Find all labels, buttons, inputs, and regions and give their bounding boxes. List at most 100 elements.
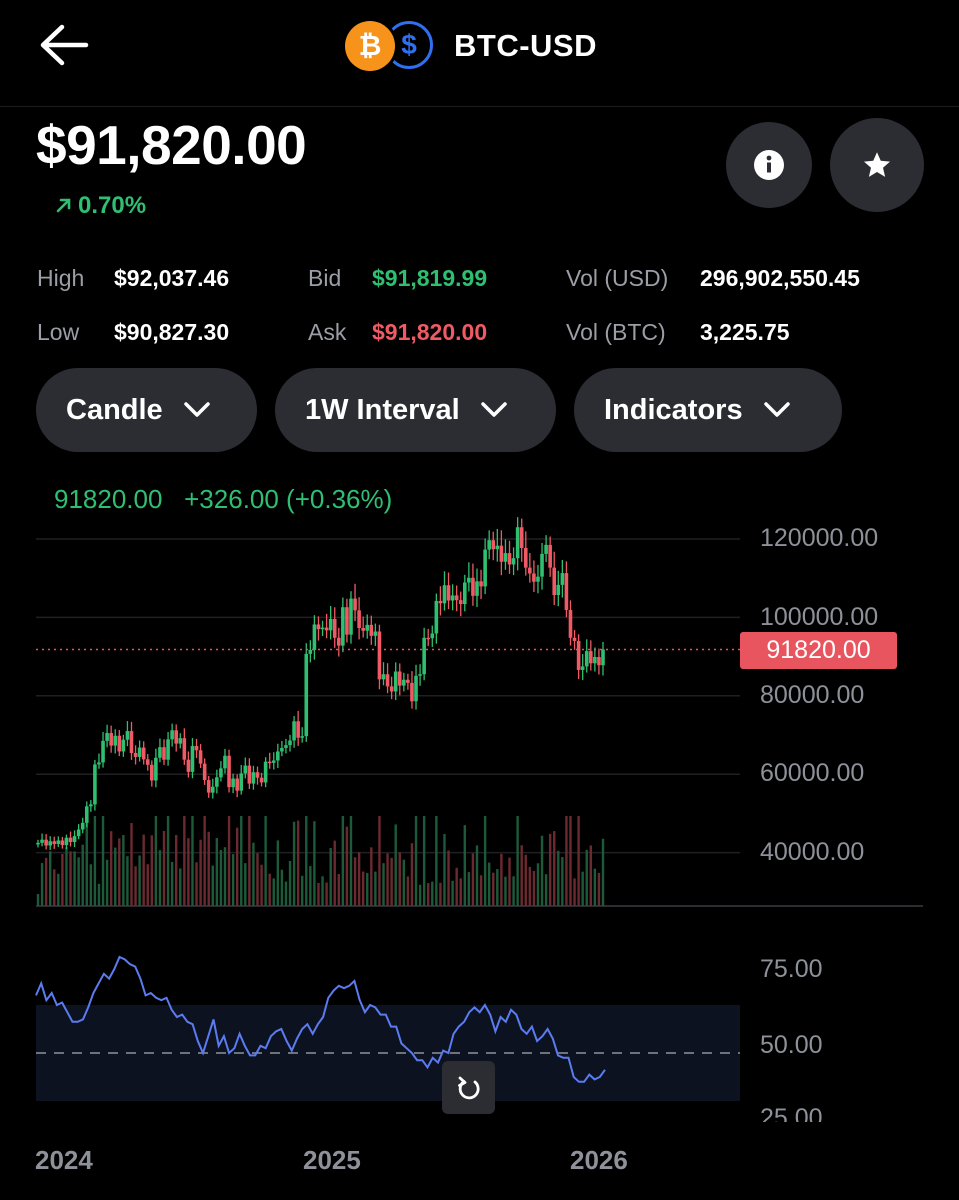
volume-bar	[504, 876, 507, 906]
volume-bar	[276, 840, 280, 906]
candle-body	[589, 651, 593, 664]
volume-bar	[601, 838, 605, 906]
back-button[interactable]	[38, 22, 90, 68]
candle-body	[479, 581, 483, 587]
info-button[interactable]	[726, 122, 812, 208]
volume-bar	[443, 834, 446, 906]
volume-bar	[166, 816, 170, 906]
candle-body	[349, 598, 353, 635]
volume-bar	[361, 871, 365, 906]
volume-bar	[528, 867, 532, 906]
chart-type-dropdown[interactable]: Candle	[36, 368, 257, 452]
volume-bar	[130, 823, 133, 906]
volume-bar	[101, 816, 105, 906]
volume-bar	[69, 851, 72, 906]
volume-bar	[207, 831, 210, 906]
candle-body	[52, 841, 57, 844]
volume-bar	[162, 830, 166, 906]
candle-body	[292, 721, 296, 741]
candle-body	[544, 544, 548, 554]
volume-bar	[593, 868, 597, 906]
volume-bar	[439, 882, 442, 906]
bid-label: Bid	[308, 265, 342, 291]
volume-bar	[203, 816, 206, 906]
volume-bar	[589, 845, 593, 906]
interval-dropdown[interactable]: 1W Interval	[275, 368, 556, 452]
volume-bar	[353, 857, 357, 906]
volume-bar	[122, 834, 125, 906]
candle-body	[572, 637, 577, 641]
candle-body	[385, 674, 390, 687]
volume-bar	[292, 821, 296, 906]
candle-body	[235, 778, 239, 791]
volume-bar	[418, 884, 422, 906]
volume-bar	[520, 845, 523, 906]
candle-body	[536, 576, 540, 582]
candle-body	[483, 549, 487, 587]
indicators-dropdown[interactable]: Indicators	[574, 368, 842, 452]
candle-body	[121, 739, 126, 752]
candle-body	[150, 764, 154, 781]
candle-body	[389, 686, 394, 692]
volume-bar	[463, 825, 466, 906]
current-price: $91,820.00	[36, 114, 307, 176]
candle-body	[528, 567, 532, 574]
volume-bar	[585, 849, 588, 906]
candle-body	[263, 761, 268, 783]
vol-usd-value: 296,902,550.45	[700, 265, 860, 291]
candle-body	[255, 772, 260, 778]
volume-bar	[414, 816, 418, 906]
volume-bar	[199, 839, 202, 906]
price-change: 0.70%	[55, 192, 146, 220]
candle-body	[308, 649, 313, 654]
y-tick-label: 80000.00	[760, 681, 865, 709]
low-value: $90,827.30	[114, 319, 230, 345]
candle-body	[304, 653, 309, 737]
candle-body	[357, 610, 361, 628]
candle-body	[341, 607, 345, 646]
volume-bar	[309, 866, 312, 906]
volume-bar	[105, 859, 109, 906]
chart-type-label: Candle	[66, 393, 163, 426]
candle-body	[556, 584, 561, 596]
candle-body	[154, 757, 158, 781]
volume-bar	[134, 866, 137, 906]
volume-bar	[386, 853, 389, 906]
watchlist-star-button[interactable]	[830, 118, 924, 212]
volume-bar	[573, 878, 576, 906]
candle-body	[515, 527, 520, 559]
candle-body	[324, 627, 329, 631]
candle-body	[548, 544, 552, 568]
y-tick-label: 40000.00	[760, 838, 865, 866]
candle-body	[284, 745, 288, 748]
volume-bar	[175, 835, 178, 906]
candle-body	[56, 840, 61, 844]
volume-bar	[597, 872, 601, 906]
candle-body	[137, 747, 142, 757]
volume-bar	[394, 824, 397, 906]
volume-bar	[154, 816, 158, 906]
candle-body	[186, 759, 191, 772]
high-label: High	[37, 265, 85, 291]
volume-bar	[126, 856, 129, 906]
volume-bar	[536, 863, 540, 906]
candle-body	[580, 666, 585, 670]
legend-change: +326.00 (+0.36%)	[184, 484, 393, 514]
candle-body	[353, 598, 357, 611]
chevron-down-icon	[183, 402, 210, 417]
volume-bar	[215, 837, 219, 906]
volume-bar	[337, 874, 340, 906]
volume-bar	[170, 861, 174, 906]
candle-body	[117, 735, 122, 752]
star-icon	[864, 152, 890, 177]
volume-bar	[227, 816, 231, 906]
reset-zoom-button[interactable]	[442, 1061, 495, 1114]
candle-body	[365, 624, 370, 631]
volume-bar	[146, 864, 149, 906]
candle-body	[597, 656, 601, 666]
volume-bar	[390, 857, 393, 906]
candle-body	[243, 765, 248, 774]
vol-btc-label: Vol (BTC)	[566, 319, 666, 345]
candle-body	[239, 773, 244, 791]
